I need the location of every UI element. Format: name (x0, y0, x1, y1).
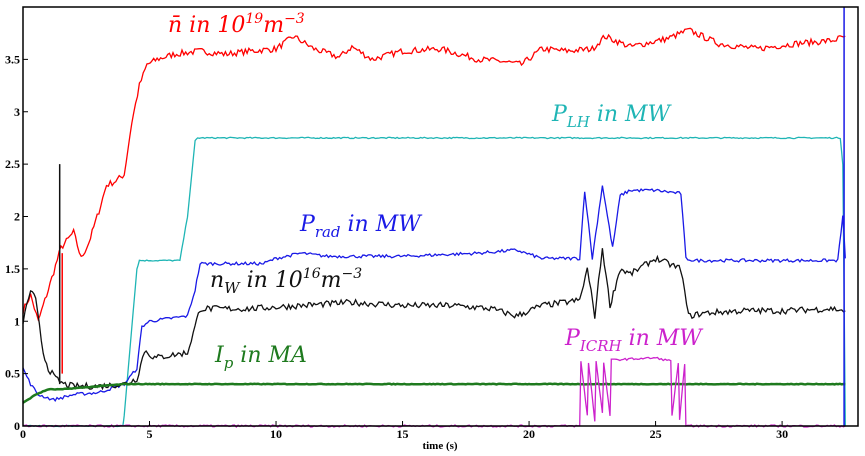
y-tick-label: 1 (14, 314, 20, 328)
x-tick-label: 15 (397, 427, 409, 441)
y-tick-label: 1.5 (5, 262, 20, 276)
series-line (22, 136, 846, 428)
x-axis-label: time (s) (422, 440, 457, 452)
series-label: Prad in MW (299, 212, 423, 241)
y-tick-label: 0 (14, 419, 20, 433)
x-tick-label: 10 (270, 427, 282, 441)
series-labels: n̄ in 1019m−3 PLH in MW Prad in MW nW in 10… (168, 11, 704, 372)
x-tick-label: 25 (650, 427, 662, 441)
axis-ticks: 0 5 10 15 20 25 30 0 0.5 1 1.5 2 2.5 3 3.5 (5, 52, 788, 441)
x-tick-label: 30 (776, 427, 788, 441)
x-tick-label: 0 (20, 427, 26, 441)
series-label: Ip in MA (214, 343, 307, 372)
series-line (22, 27, 846, 322)
series-label: nW in 1016m−3 (210, 266, 362, 297)
series-label: n̄ in 1019m−3 (168, 11, 305, 38)
series-line (22, 248, 846, 391)
series-label: PLH in MW (551, 102, 673, 131)
x-tick-label: 5 (147, 427, 153, 441)
series-line (22, 382, 846, 404)
x-tick-label: 20 (523, 427, 535, 441)
y-tick-label: 0.5 (5, 367, 20, 381)
y-tick-label: 3 (14, 105, 20, 119)
y-tick-label: 3.5 (5, 52, 20, 66)
series-label: PICRH in MW (564, 326, 704, 355)
y-tick-label: 2 (14, 210, 20, 224)
y-tick-label: 2.5 (5, 157, 20, 171)
series-line (22, 185, 846, 402)
